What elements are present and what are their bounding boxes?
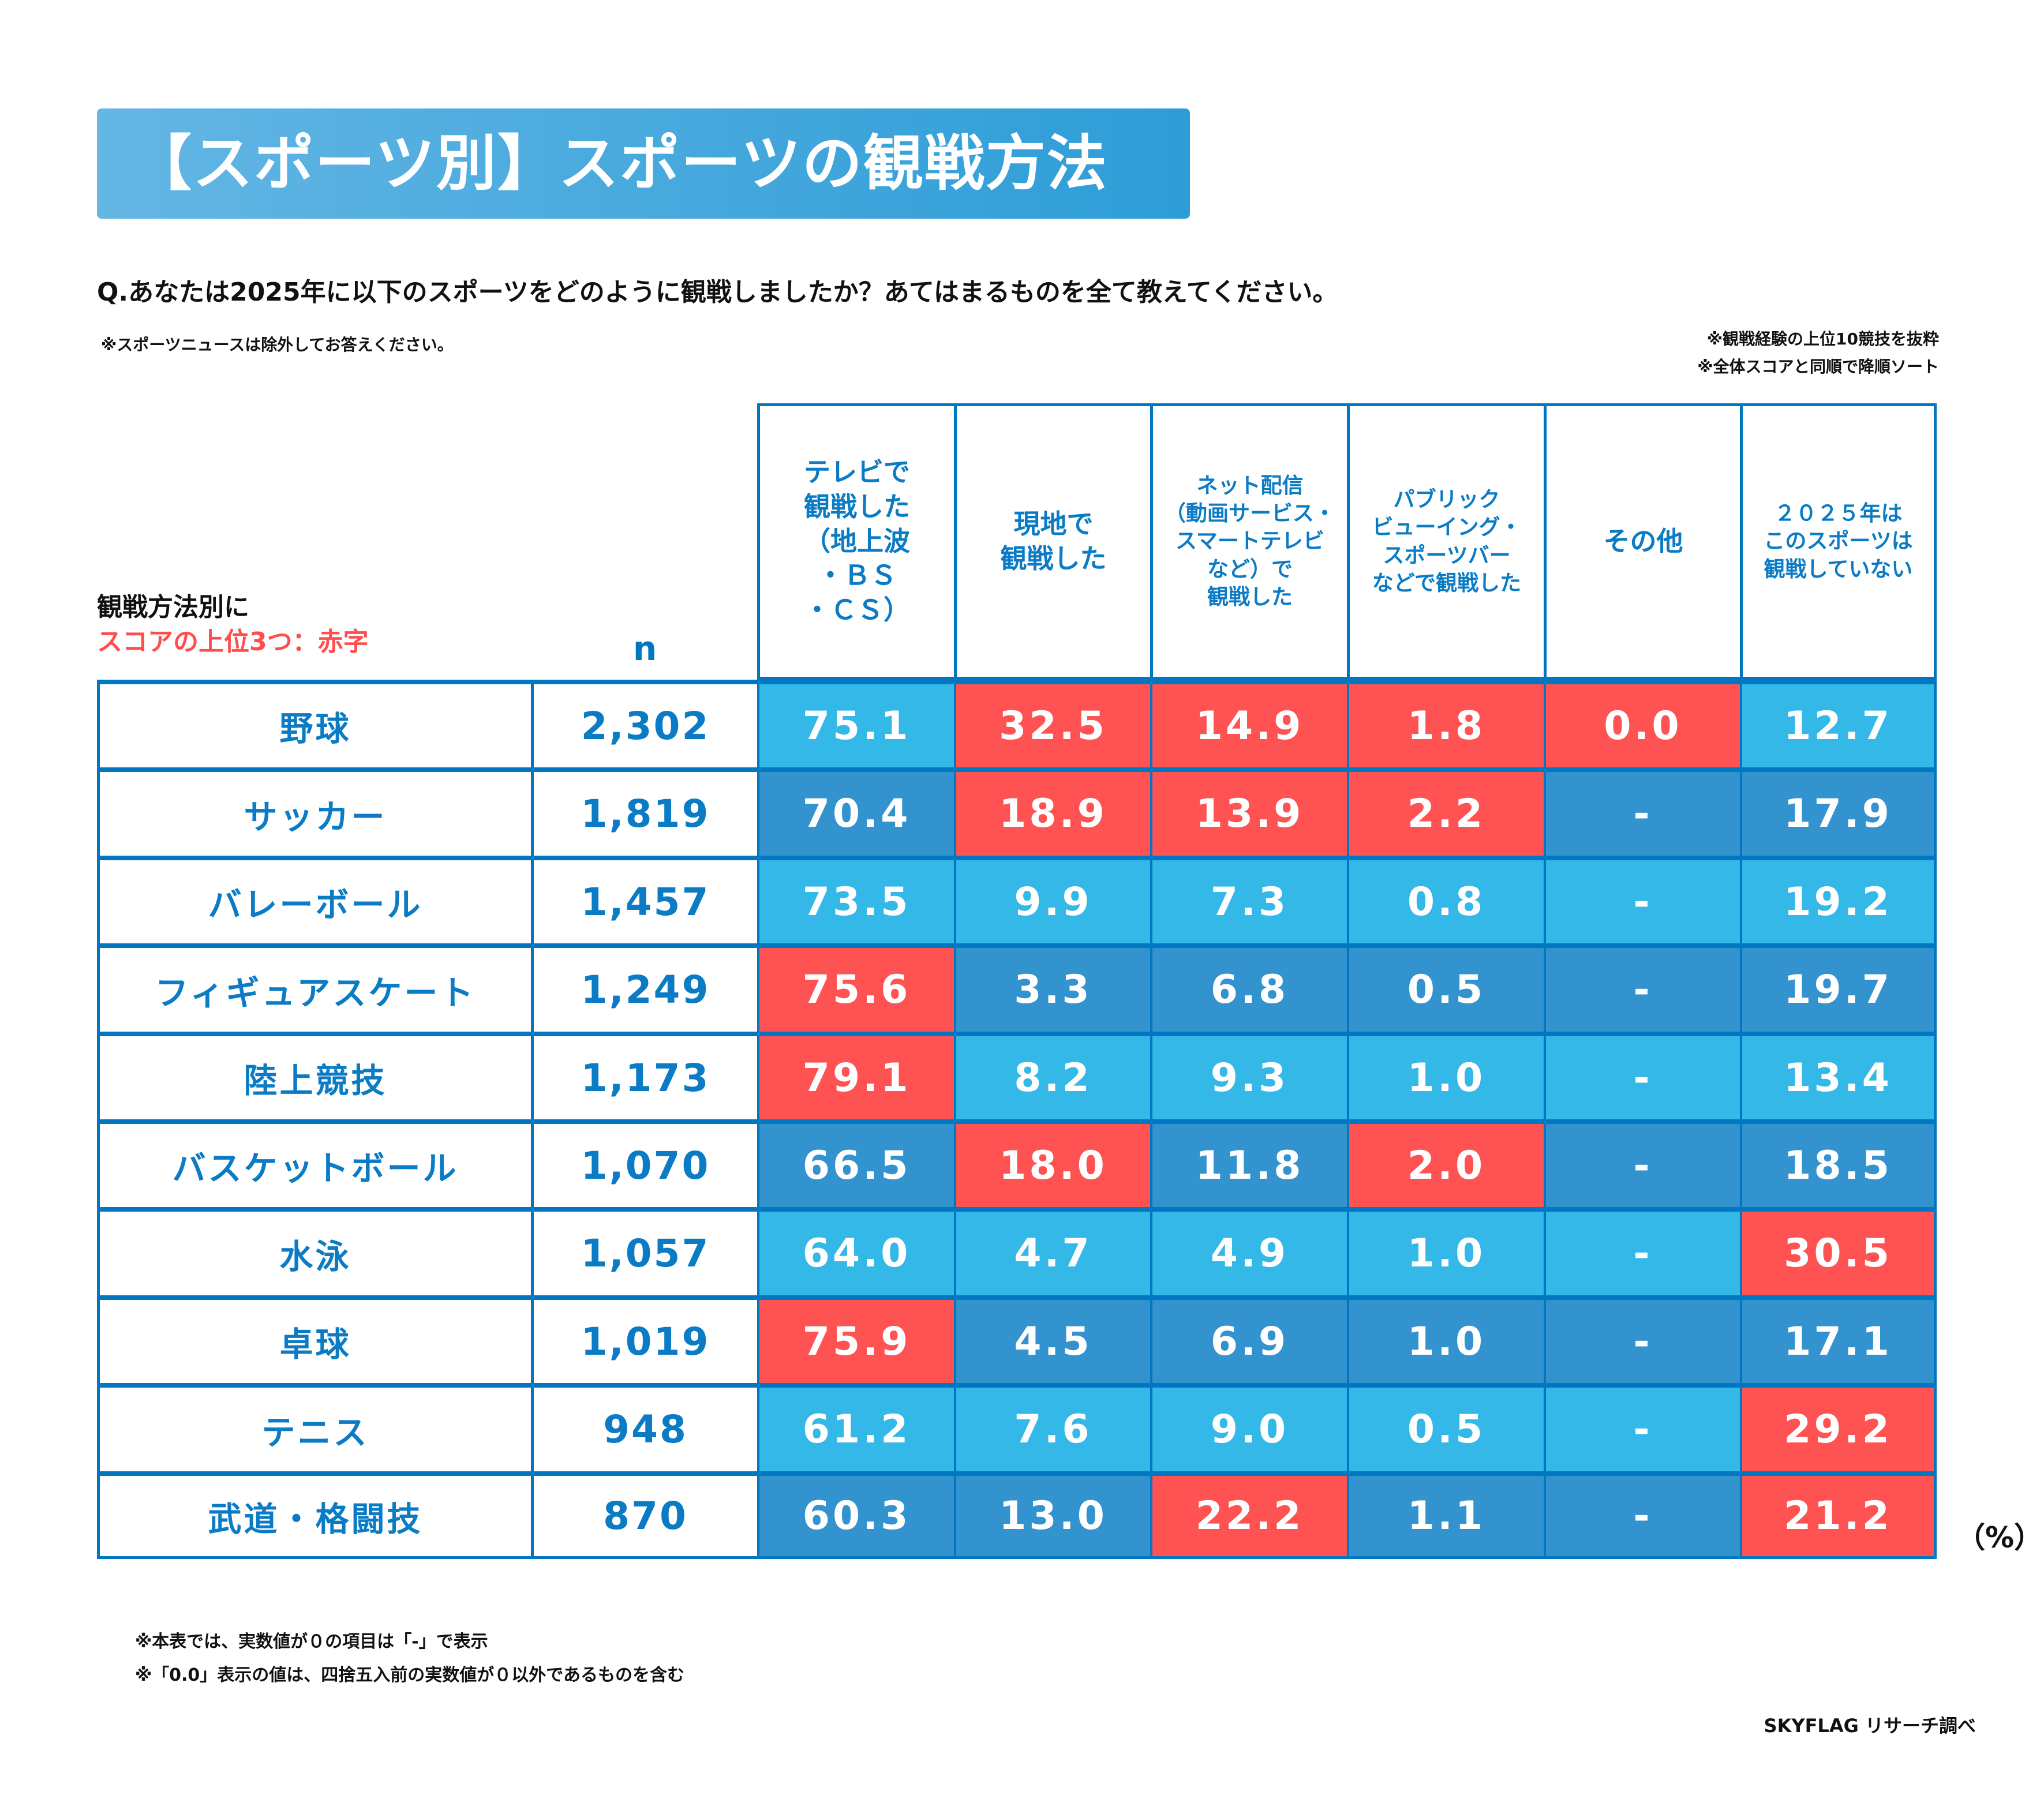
value-cell: - [1544,856,1740,943]
column-header-5: その他 [1544,403,1740,680]
column-header-4: パブリック ビューイング・ スポーツバー などで観戦した [1347,403,1544,680]
value-cell: 4.7 [954,1207,1150,1295]
value-cell: 21.2 [1740,1471,1937,1559]
sample-size: 870 [531,1471,757,1559]
value-cell: 1.1 [1347,1471,1544,1559]
value-cell: 1.8 [1347,680,1544,767]
value-cell: 32.5 [954,680,1150,767]
value-cell: 4.9 [1150,1207,1347,1295]
value-cell: 2.2 [1347,767,1544,856]
note-exclusion: ※スポーツニュースは除外してお答えください。 [101,335,454,354]
value-cell: 0.8 [1347,856,1544,943]
value-cell: 12.7 [1740,680,1937,767]
sample-size: 1,457 [531,856,757,943]
sport-name: 水泳 [97,1207,531,1295]
value-cell: 3.3 [954,943,1150,1032]
sport-name: サッカー [97,767,531,856]
sport-name: バレーボール [97,856,531,943]
footnote-1: ※本表では、実数値が０の項目は「-」で表示 [135,1632,488,1652]
value-cell: 17.9 [1740,767,1937,856]
value-cell: 6.9 [1150,1295,1347,1383]
value-cell: 1.0 [1347,1295,1544,1383]
question-text: Q.あなたは2025年に以下のスポーツをどのように観戦しましたか？あてはまるもの… [97,278,1338,307]
value-cell: 18.9 [954,767,1150,856]
value-cell: 18.0 [954,1119,1150,1207]
value-cell: 29.2 [1740,1383,1937,1471]
source-credit: SKYFLAG リサーチ調べ [1764,1715,1976,1737]
value-cell: 1.0 [1347,1207,1544,1295]
value-cell: 9.0 [1150,1383,1347,1471]
n-header: n [632,629,657,668]
sample-size: 1,819 [531,767,757,856]
sport-name: 陸上競技 [97,1032,531,1119]
legend-line-1: 観戦方法別に [97,593,249,622]
value-cell: 0.0 [1544,680,1740,767]
sport-name: バスケットボール [97,1119,531,1207]
value-cell: 0.5 [1347,1383,1544,1471]
sample-size: 1,249 [531,943,757,1032]
value-cell: - [1544,1383,1740,1471]
value-cell: 79.1 [757,1032,954,1119]
value-cell: 8.2 [954,1032,1150,1119]
value-cell: 14.9 [1150,680,1347,767]
value-cell: 19.7 [1740,943,1937,1032]
value-cell: 64.0 [757,1207,954,1295]
value-cell: 11.8 [1150,1119,1347,1207]
value-cell: 13.4 [1740,1032,1937,1119]
value-cell: - [1544,1119,1740,1207]
title-banner: 【スポーツ別】スポーツの観戦方法 [97,108,1190,219]
sample-size: 948 [531,1383,757,1471]
value-cell: - [1544,1295,1740,1383]
value-cell: 7.3 [1150,856,1347,943]
value-cell: 13.0 [954,1471,1150,1559]
value-cell: 9.3 [1150,1032,1347,1119]
value-cell: 75.6 [757,943,954,1032]
value-cell: - [1544,767,1740,856]
value-cell: - [1544,1471,1740,1559]
unit-label: （%） [1956,1521,2043,1554]
sample-size: 1,070 [531,1119,757,1207]
value-cell: 18.5 [1740,1119,1937,1207]
value-cell: 7.6 [954,1383,1150,1471]
value-cell: - [1544,1207,1740,1295]
note-sort: ※全体スコアと同順で降順ソート [1697,357,1939,376]
value-cell: 6.8 [1150,943,1347,1032]
sport-name: 卓球 [97,1295,531,1383]
value-cell: 1.0 [1347,1032,1544,1119]
legend-line-2: スコアの上位3つ：赤字 [97,627,369,657]
sample-size: 1,173 [531,1032,757,1119]
value-cell: 17.1 [1740,1295,1937,1383]
value-cell: 30.5 [1740,1207,1937,1295]
value-cell: 4.5 [954,1295,1150,1383]
column-header-3: ネット配信 （動画サービス・ スマートテレビ など）で 観戦した [1150,403,1347,680]
value-cell: 66.5 [757,1119,954,1207]
column-header-1: テレビで 観戦した （地上波 ・ＢＳ ・ＣＳ） [757,403,954,680]
value-cell: 61.2 [757,1383,954,1471]
value-cell: 70.4 [757,767,954,856]
sample-size: 1,019 [531,1295,757,1383]
page-title: 【スポーツ別】スポーツの観戦方法 [132,128,1108,198]
sport-name: 野球 [97,680,531,767]
value-cell: - [1544,1032,1740,1119]
value-cell: 75.1 [757,680,954,767]
sport-name: 武道・格闘技 [97,1471,531,1559]
sport-name: フィギュアスケート [97,943,531,1032]
value-cell: 2.0 [1347,1119,1544,1207]
sample-size: 2,302 [531,680,757,767]
value-cell: 73.5 [757,856,954,943]
value-cell: 9.9 [954,856,1150,943]
column-header-6: ２０２５年は このスポーツは 観戦していない [1740,403,1937,680]
value-cell: 60.3 [757,1471,954,1559]
value-cell: 75.9 [757,1295,954,1383]
sample-size: 1,057 [531,1207,757,1295]
note-top10: ※観戦経験の上位10競技を抜粋 [1706,329,1939,348]
value-cell: - [1544,943,1740,1032]
column-header-2: 現地で 観戦した [954,403,1150,680]
sport-name: テニス [97,1383,531,1471]
value-cell: 0.5 [1347,943,1544,1032]
footnote-2: ※「0.0」表示の値は、四捨五入前の実数値が０以外であるものを含む [135,1665,685,1685]
value-cell: 22.2 [1150,1471,1347,1559]
value-cell: 19.2 [1740,856,1937,943]
value-cell: 13.9 [1150,767,1347,856]
